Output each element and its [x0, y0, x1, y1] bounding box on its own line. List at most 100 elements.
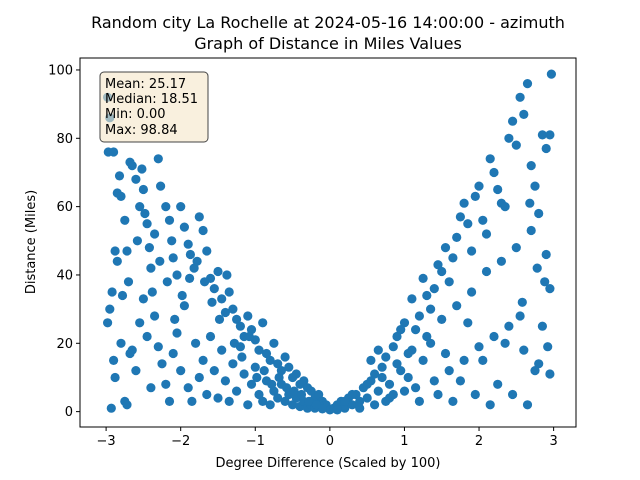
data-point: [377, 362, 387, 372]
data-point: [452, 301, 462, 311]
data-point: [481, 229, 492, 239]
data-point: [392, 359, 402, 369]
data-point: [250, 362, 260, 372]
data-point: [146, 383, 156, 393]
data-point: [478, 355, 488, 365]
data-point: [534, 359, 544, 369]
y-tick-label: 0: [65, 405, 73, 420]
data-point: [179, 222, 189, 232]
data-point: [273, 359, 283, 369]
data-point: [545, 284, 555, 294]
data-point: [532, 263, 542, 273]
data-point: [519, 109, 529, 119]
data-point: [176, 202, 186, 212]
data-point: [296, 389, 307, 400]
data-point: [448, 253, 458, 263]
data-point: [504, 321, 514, 331]
data-point: [168, 348, 178, 359]
data-point: [399, 386, 410, 396]
data-point: [232, 386, 242, 396]
data-point: [183, 383, 193, 393]
data-point: [235, 321, 245, 331]
data-point: [168, 253, 178, 263]
data-point: [459, 198, 469, 208]
data-point: [269, 338, 279, 348]
data-point: [392, 331, 402, 342]
data-point: [485, 154, 495, 164]
data-point: [232, 314, 242, 324]
plot-frame: [79, 57, 577, 428]
data-point: [194, 372, 204, 383]
data-point: [120, 215, 130, 225]
x-axis-label: Degree Difference (Scaled by 100): [216, 456, 441, 471]
data-point: [433, 389, 443, 400]
data-point: [355, 396, 365, 406]
data-point: [289, 386, 299, 396]
data-point: [489, 167, 499, 178]
data-point: [388, 389, 398, 400]
data-point: [106, 403, 116, 413]
data-point: [493, 379, 503, 389]
data-point: [109, 355, 119, 365]
data-point: [187, 396, 197, 406]
data-point: [161, 202, 171, 212]
data-point: [155, 256, 165, 266]
data-point: [138, 294, 148, 304]
data-point: [217, 345, 227, 355]
data-point: [116, 338, 126, 348]
data-point: [426, 304, 436, 314]
data-point: [526, 225, 536, 236]
data-point: [543, 342, 553, 352]
chart-title-line2: Graph of Distance in Miles Values: [194, 34, 462, 53]
data-point: [304, 396, 314, 406]
data-point: [440, 348, 451, 359]
data-point: [137, 164, 147, 174]
data-point: [444, 366, 454, 376]
data-point: [150, 229, 160, 239]
data-point: [347, 400, 357, 410]
data-point: [135, 318, 145, 328]
data-point: [407, 345, 417, 355]
x-tick-label: −3: [97, 434, 116, 449]
data-point: [388, 342, 398, 352]
data-point: [246, 325, 257, 335]
data-point: [546, 69, 557, 79]
data-point: [288, 400, 298, 410]
data-point: [122, 400, 132, 410]
data-point: [198, 225, 208, 236]
data-point: [172, 270, 182, 280]
data-point: [146, 263, 156, 273]
data-point: [183, 239, 193, 249]
data-point: [161, 379, 171, 389]
data-point: [370, 400, 380, 410]
data-point: [185, 249, 195, 260]
data-point: [291, 369, 301, 379]
data-point: [135, 202, 145, 212]
data-point: [267, 379, 277, 389]
data-point: [138, 184, 148, 195]
data-point: [362, 379, 372, 389]
data-point: [220, 376, 230, 386]
data-point: [176, 366, 186, 376]
data-point: [259, 366, 269, 376]
data-point: [467, 287, 477, 297]
data-point: [522, 400, 533, 410]
data-point: [261, 348, 272, 359]
x-axis-ticks: −3 −2 −1 0 1 2 3: [97, 427, 558, 449]
data-point: [444, 277, 454, 287]
data-point: [403, 372, 413, 383]
data-point: [470, 389, 480, 400]
data-point: [284, 362, 294, 372]
data-point: [191, 338, 201, 348]
stats-max: Max: 98.84: [105, 123, 178, 138]
data-point: [455, 376, 465, 386]
data-point: [131, 174, 141, 184]
data-point: [500, 202, 510, 212]
data-point: [489, 331, 499, 342]
data-point: [411, 325, 421, 335]
data-point: [511, 243, 521, 253]
data-point: [125, 348, 135, 359]
data-point: [220, 307, 230, 318]
data-point: [122, 246, 132, 256]
data-point: [209, 366, 219, 376]
